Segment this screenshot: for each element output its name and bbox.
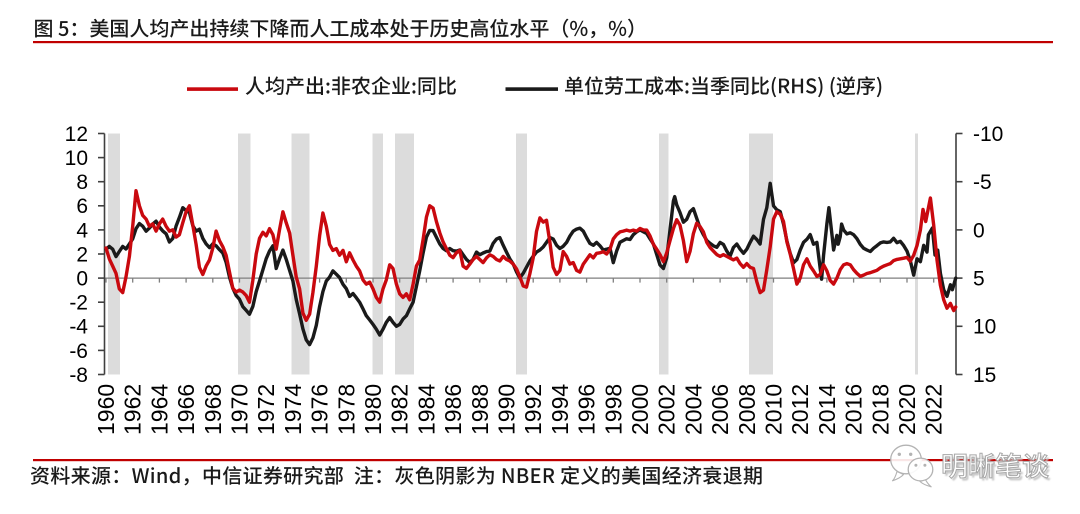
svg-text:1964: 1964 — [146, 384, 172, 435]
svg-text:1966: 1966 — [173, 384, 199, 435]
svg-text:2020: 2020 — [894, 384, 920, 435]
svg-text:12: 12 — [65, 123, 88, 146]
svg-text:1998: 1998 — [600, 384, 626, 435]
svg-text:1980: 1980 — [360, 384, 386, 435]
svg-text:0: 0 — [973, 219, 985, 242]
svg-text:2010: 2010 — [761, 384, 787, 435]
svg-text:2014: 2014 — [814, 384, 840, 435]
svg-text:10: 10 — [973, 316, 996, 339]
svg-text:-2: -2 — [69, 292, 88, 315]
svg-text:6: 6 — [76, 195, 88, 218]
svg-text:2016: 2016 — [841, 384, 867, 435]
svg-text:1974: 1974 — [280, 384, 306, 435]
svg-text:2002: 2002 — [654, 384, 680, 435]
svg-text:-10: -10 — [973, 123, 1003, 146]
svg-text:1988: 1988 — [467, 384, 493, 435]
svg-text:2004: 2004 — [680, 384, 706, 435]
svg-text:1994: 1994 — [547, 384, 573, 435]
svg-text:2022: 2022 — [921, 384, 947, 435]
svg-text:1976: 1976 — [307, 384, 333, 435]
svg-text:15: 15 — [973, 364, 996, 387]
svg-text:-8: -8 — [69, 364, 88, 387]
svg-text:10: 10 — [65, 147, 88, 170]
svg-text:1990: 1990 — [494, 384, 520, 435]
svg-text:1984: 1984 — [413, 384, 439, 435]
svg-text:2006: 2006 — [707, 384, 733, 435]
svg-text:0: 0 — [76, 268, 88, 291]
svg-text:1992: 1992 — [520, 384, 546, 435]
svg-text:8: 8 — [76, 171, 88, 194]
svg-text:-5: -5 — [973, 171, 992, 194]
svg-text:-4: -4 — [69, 316, 88, 339]
svg-text:1970: 1970 — [227, 384, 253, 435]
svg-text:2008: 2008 — [734, 384, 760, 435]
svg-text:1996: 1996 — [574, 384, 600, 435]
svg-text:-6: -6 — [69, 340, 88, 363]
svg-text:2000: 2000 — [627, 384, 653, 435]
svg-text:2018: 2018 — [867, 384, 893, 435]
svg-text:1962: 1962 — [120, 384, 146, 435]
svg-text:1960: 1960 — [93, 384, 119, 435]
svg-text:4: 4 — [76, 219, 88, 242]
svg-text:1978: 1978 — [333, 384, 359, 435]
svg-text:2: 2 — [76, 243, 88, 266]
svg-text:1982: 1982 — [387, 384, 413, 435]
svg-text:5: 5 — [973, 268, 985, 291]
svg-text:2012: 2012 — [787, 384, 813, 435]
svg-text:1972: 1972 — [253, 384, 279, 435]
svg-text:1968: 1968 — [200, 384, 226, 435]
svg-text:1986: 1986 — [440, 384, 466, 435]
